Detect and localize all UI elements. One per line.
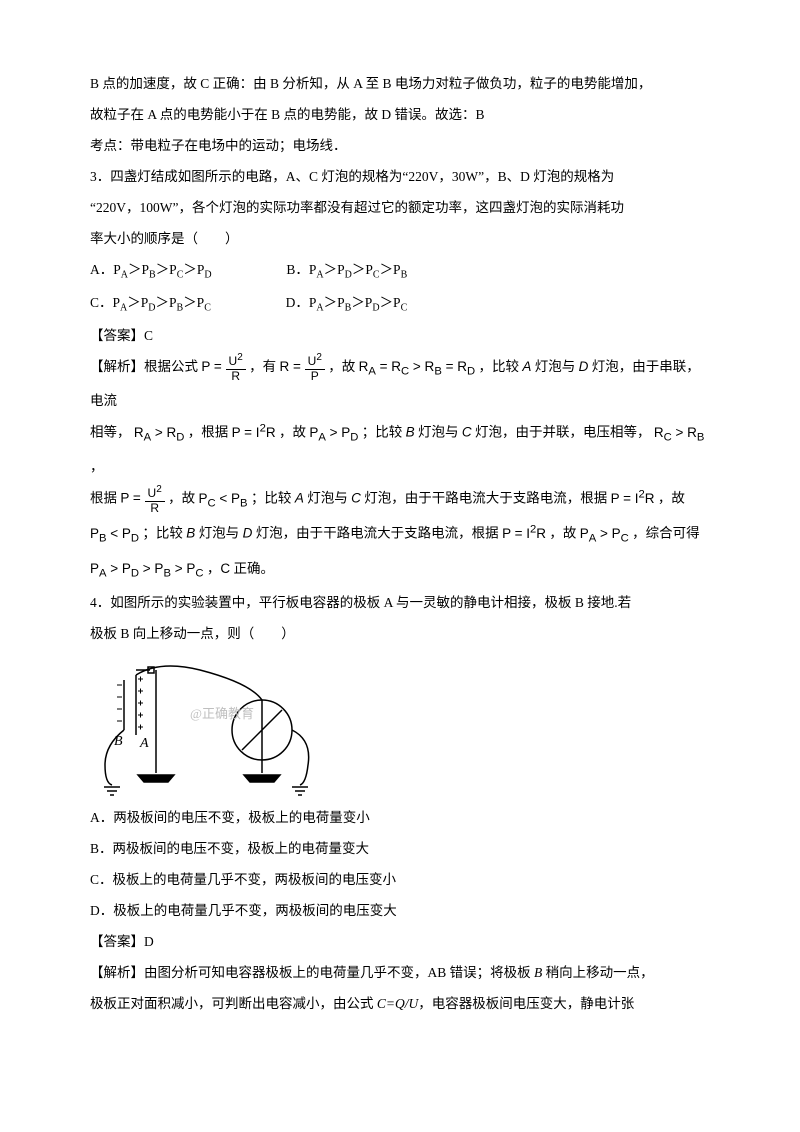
q3-stem-2: “220V，100W”，各个灯泡的实际功率都没有超过它的额定功率，这四盏灯泡的实… [90,192,710,223]
q4-opt-B: B．两极板间的电压不变，极板上的电荷量变大 [90,833,710,864]
q3-sol-4: PB < PD ；比较 B 灯泡与 D 灯泡，由于干路电流大于支路电流，根据 P… [90,517,710,552]
q3-answer: 【答案】C [90,320,710,351]
q4-stem-1: 4．如图所示的实验装置中，平行板电容器的极板 A 与一灵敏的静电计相接，极板 B… [90,587,710,618]
context-line-1: B 点的加速度，故 C 正确：由 B 分析知，从 A 至 B 电场力对粒子做负功… [90,68,710,99]
q4-opt-A: A．两极板间的电压不变，极板上的电荷量变小 [90,802,710,833]
q3-stem-1: 3．四盏灯结成如图所示的电路，A、C 灯泡的规格为“220V，30W”，B、D … [90,161,710,192]
context-line-3: 考点：带电粒子在电场中的运动；电场线． [90,130,710,161]
q4-figure: B A @正确教育 [90,655,710,800]
q3-sol-1: 【解析】根据公式 P = U2R ，有 R = U2P ，故 RA = RC >… [90,351,710,417]
q4-sol-2: 极板正对面积减小，可判断出电容减小，由公式 C=Q/U，电容器极板间电压变大，静… [90,988,710,1019]
q3-options-row2: C．PA＞PD＞PB＞PC D．PA＞PB＞PD＞PC [90,287,710,320]
q4-answer: 【答案】D [90,926,710,957]
q3-opt-B: B．PA＞PD＞PC＞PB [286,254,407,287]
q3-opt-C: C．PA＞PD＞PB＞PC [90,287,211,320]
q4-opt-C: C．极板上的电荷量几乎不变，两极板间的电压变小 [90,864,710,895]
label-A: A [139,736,149,751]
q3-opt-D: D．PA＞PB＞PD＞PC [286,287,408,320]
q4-sol-1: 【解析】由图分析可知电容器极板上的电荷量几乎不变，AB 错误；将极板 B 稍向上… [90,957,710,988]
context-line-2: 故粒子在 A 点的电势能小于在 B 点的电势能，故 D 错误。故选：B [90,99,710,130]
label-B: B [114,734,123,749]
q3-options-row1: A．PA＞PB＞PC＞PD B．PA＞PD＞PC＞PB [90,254,710,287]
q3-opt-A: A．PA＞PB＞PC＞PD [90,254,212,287]
q3-sol-2: 相等， RA > RD ，根据 P = I2R ，故 PA > PD ；比较 B… [90,416,710,482]
q3-stem-3: 率大小的顺序是（ ） [90,223,710,254]
watermark: @正确教育 [190,706,254,721]
q3-sol-5: PA > PD > PB > PC ，C 正确。 [90,553,710,588]
sol-label: 【解析】 [90,359,144,374]
q3-sol-3: 根据 P = U2R ，故 PC < PB ；比较 A 灯泡与 C 灯泡，由于干… [90,482,710,517]
q4-stem-2: 极板 B 向上移动一点，则（ ） [90,618,710,649]
q4-opt-D: D．极板上的电荷量几乎不变，两极板间的电压变大 [90,895,710,926]
